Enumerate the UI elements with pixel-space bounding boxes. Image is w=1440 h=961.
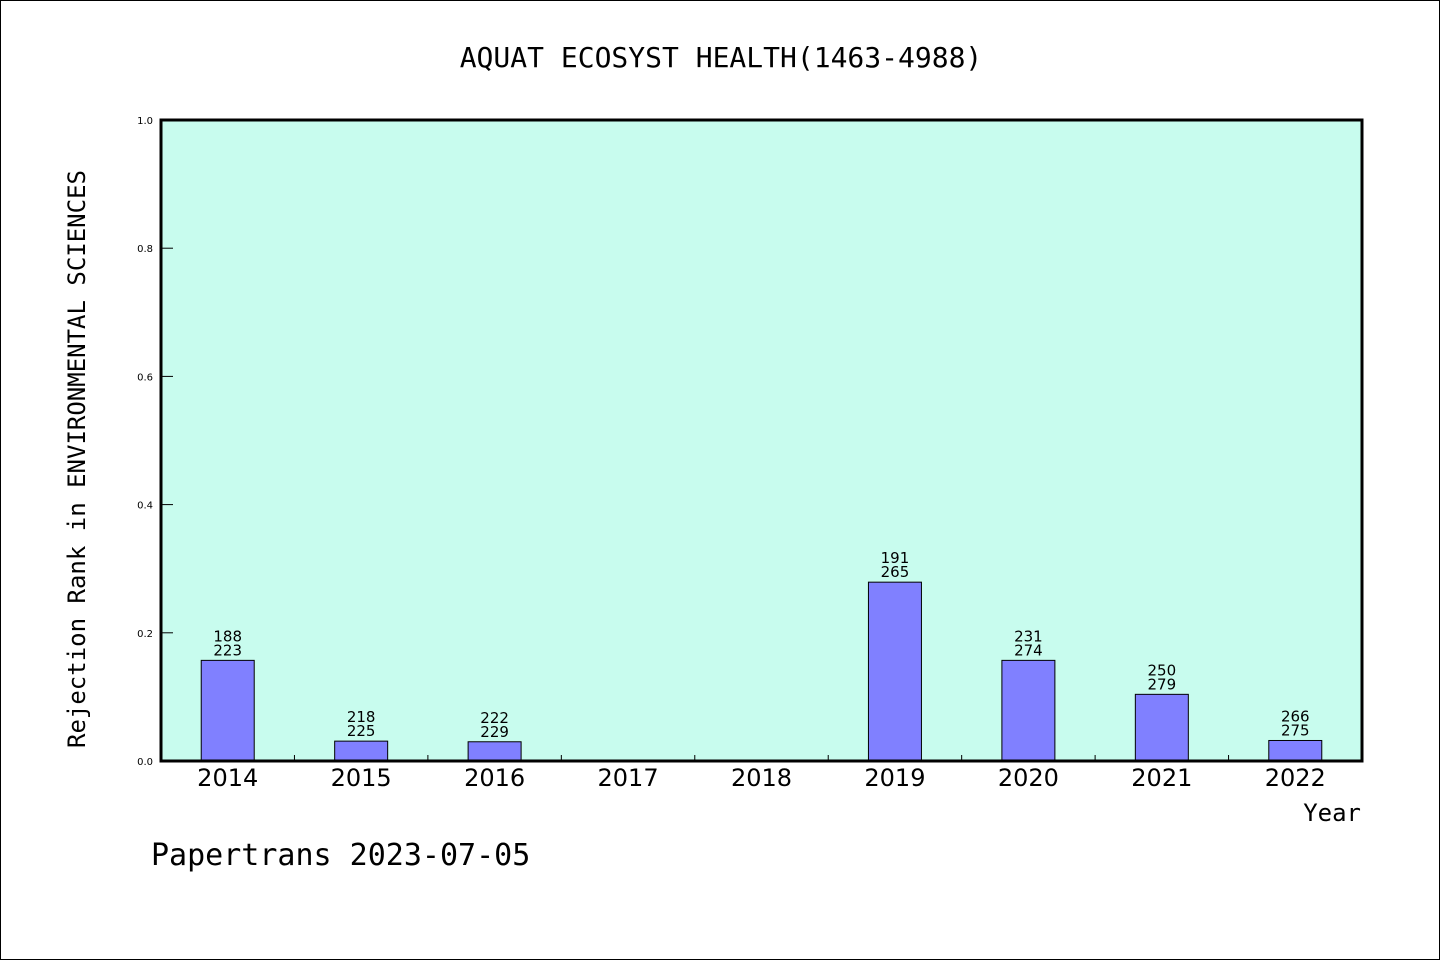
footer-text: Papertrans 2023-07-05 <box>151 838 530 873</box>
bar-2019 <box>867 581 922 762</box>
bar-label-bottom: 265 <box>881 563 910 581</box>
x-tick-label: 2015 <box>331 764 392 792</box>
x-tick-label: 2021 <box>1131 764 1192 792</box>
bar-label-top: 266 <box>1281 707 1310 725</box>
bar-label-bottom: 223 <box>213 641 242 659</box>
x-tick-label: 2018 <box>731 764 792 792</box>
y-axis-label: Rejection Rank in ENVIRONMENTAL SCIENCES <box>63 170 91 748</box>
bars-group <box>200 581 1323 762</box>
bar-label-bottom: 275 <box>1281 721 1310 739</box>
bar-label-bottom: 279 <box>1148 675 1177 693</box>
x-axis-label: Year <box>1303 799 1361 827</box>
bar-label-top: 231 <box>1014 627 1043 645</box>
x-axis: 2014 2015 2016 2017 2018 2019 2020 2021 2022 <box>197 755 1326 792</box>
bar-2015 <box>334 740 389 762</box>
x-tick-label: 2022 <box>1265 764 1326 792</box>
y-tick-label: 0.2 <box>137 629 153 640</box>
chart-title: AQUAT ECOSYST HEALTH(1463-4988) <box>460 41 983 74</box>
bar-2014 <box>200 659 255 762</box>
bar-label-bottom: 229 <box>480 723 509 741</box>
y-tick-label: 0.8 <box>137 244 153 255</box>
y-tick-label: 0.0 <box>137 757 153 768</box>
bar-label-top: 222 <box>480 709 509 727</box>
y-tick-label: 1.0 <box>137 116 153 127</box>
x-tick-label: 2019 <box>864 764 925 792</box>
bar-label-top: 188 <box>213 627 242 645</box>
y-axis: 0.0 0.2 0.4 0.6 0.8 1.0 <box>137 116 173 768</box>
x-tick-label: 2016 <box>464 764 525 792</box>
bar-label-bottom: 274 <box>1014 641 1043 659</box>
x-tick-label: 2020 <box>998 764 1059 792</box>
bar-label-top: 191 <box>881 549 910 567</box>
x-tick-label: 2014 <box>197 764 258 792</box>
bar-label-bottom: 225 <box>347 722 376 740</box>
bar-2016 <box>467 741 522 762</box>
bar-2022 <box>1268 739 1323 762</box>
x-tick-label: 2017 <box>598 764 659 792</box>
bar-label-top: 218 <box>347 708 376 726</box>
y-tick-label: 0.6 <box>137 372 153 383</box>
plot-border <box>159 118 1364 763</box>
plot-area <box>159 118 1364 763</box>
bar-label-top: 250 <box>1148 661 1177 679</box>
bar-2020 <box>1001 659 1056 762</box>
bar-2021 <box>1134 693 1189 762</box>
y-tick-label: 0.4 <box>137 501 153 512</box>
